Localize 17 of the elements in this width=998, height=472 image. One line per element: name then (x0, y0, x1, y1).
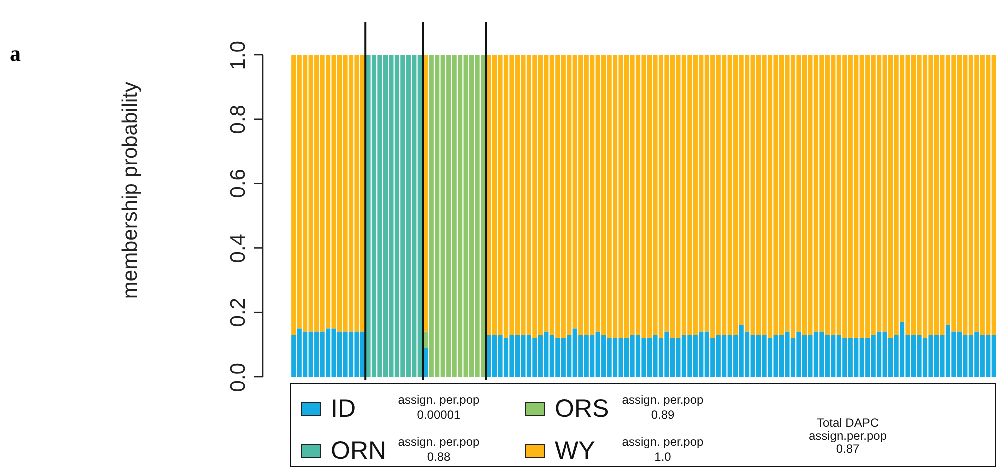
y-tick-label: 0.4 (227, 234, 250, 263)
y-axis-title: membership probability (119, 82, 142, 299)
legend-label: WY (555, 437, 596, 465)
text: Total DAPC assign.per.pop 0.87 (808, 416, 888, 456)
legend-label: ID (331, 395, 356, 423)
legend-label: ORS (555, 395, 610, 423)
y-tick-label: 1.0 (227, 40, 250, 70)
legend-label: ORN (331, 437, 387, 465)
y-tick-label: 0.2 (227, 298, 250, 328)
text: assign. per.pop 0.88 (397, 435, 481, 465)
text: a (10, 41, 21, 67)
y-tick-label: 0.0 (227, 362, 250, 392)
text: assign. per.pop 0.89 (621, 393, 705, 423)
text: assign. per.pop 0.00001 (397, 393, 481, 423)
text: assign. per.pop 1.0 (621, 435, 705, 465)
y-tick-label: 0.8 (227, 104, 250, 134)
y-tick-label: 0.6 (227, 169, 250, 198)
